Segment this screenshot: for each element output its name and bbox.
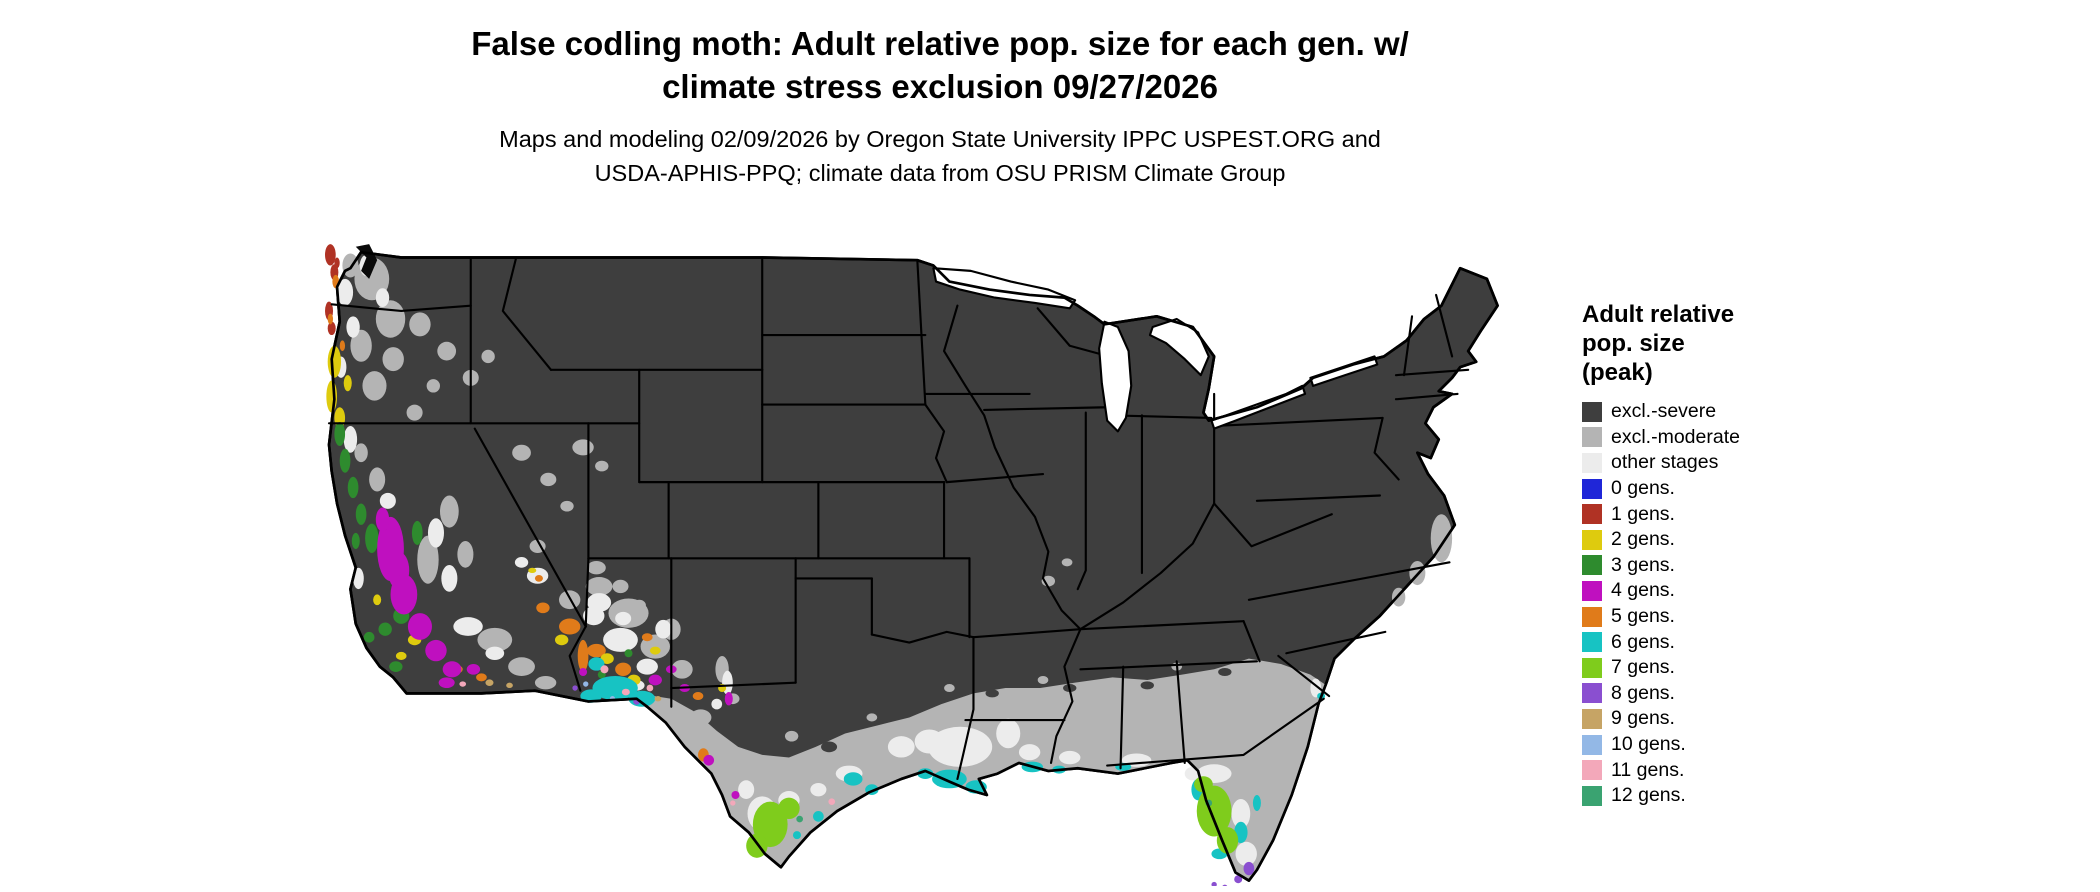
legend-item: excl.-moderate [1582, 425, 1852, 451]
us-generations-map [325, 244, 1499, 886]
legend-title-line1: Adult relative [1582, 301, 1735, 328]
map-land-severe [327, 250, 1499, 882]
legend-item-label: 0 gens. [1611, 477, 1675, 500]
legend-item-label: 5 gens. [1611, 605, 1675, 628]
legend-item-label: 7 gens. [1611, 656, 1675, 679]
legend-item: 2 gens. [1582, 527, 1852, 553]
legend-item-label: 9 gens. [1611, 707, 1675, 730]
legend-title-line2: pop. size [1582, 330, 1685, 357]
legend-swatch [1582, 452, 1602, 473]
legend-item-label: excl.-severe [1611, 400, 1717, 423]
legend-swatch [1582, 632, 1602, 653]
legend-title-line3: (peak) [1582, 359, 1653, 386]
lake-superior [932, 267, 1077, 310]
legend-item: 0 gens. [1582, 476, 1852, 502]
legend-swatch [1582, 401, 1602, 422]
legend-item-label: 8 gens. [1611, 681, 1675, 704]
legend-item-label: excl.-moderate [1611, 425, 1740, 448]
legend-item: 6 gens. [1582, 629, 1852, 655]
legend-item: 5 gens. [1582, 604, 1852, 630]
map-gen9-patches [485, 679, 662, 702]
page-subtitle-line2: USDA-APHIS-PPQ; climate data from OSU PR… [594, 160, 1286, 186]
page-title-line2: climate stress exclusion 09/27/2026 [662, 68, 1218, 105]
page-title-line1: False codling moth: Adult relative pop. … [471, 25, 1409, 62]
legend-item-label: 6 gens. [1611, 630, 1675, 653]
legend-swatch [1582, 708, 1602, 729]
legend-item-label: 4 gens. [1611, 579, 1675, 602]
legend-item-label: 12 gens. [1611, 784, 1686, 807]
legend-swatch [1582, 504, 1602, 525]
legend-item: other stages [1582, 450, 1852, 476]
map-gen3-patches [334, 421, 633, 679]
legend-swatch [1582, 606, 1602, 627]
legend-swatch [1582, 657, 1602, 678]
map-container [321, 228, 1527, 886]
legend-item: 11 gens. [1582, 757, 1852, 783]
legend-swatch [1582, 760, 1602, 781]
legend-item-label: 1 gens. [1611, 502, 1675, 525]
legend-item: 1 gens. [1582, 501, 1852, 527]
map-gen2-patches [326, 345, 727, 693]
legend-swatch [1582, 683, 1602, 704]
lake-michigan [1098, 320, 1133, 433]
page-subtitle-line1: Maps and modeling 02/09/2026 by Oregon S… [499, 126, 1381, 152]
map-gen11-patches [459, 665, 836, 806]
legend-item: 7 gens. [1582, 655, 1852, 681]
legend-item: 3 gens. [1582, 553, 1852, 579]
legend-swatch [1582, 478, 1602, 499]
page-title: False codling moth: Adult relative pop. … [0, 22, 1880, 108]
legend-item-label: 2 gens. [1611, 528, 1675, 551]
map-gen12-patches [796, 799, 1213, 823]
legend-item: 9 gens. [1582, 706, 1852, 732]
legend-item-label: 10 gens. [1611, 733, 1686, 756]
legend-items: excl.-severe excl.-moderate other stages… [1582, 399, 1852, 809]
state-borders [327, 256, 1470, 781]
legend-swatch [1582, 529, 1602, 550]
legend-item: 10 gens. [1582, 732, 1852, 758]
legend-swatch [1582, 580, 1602, 601]
map-gen8-patches [572, 685, 1255, 886]
map-severe-speckles [821, 667, 1232, 753]
legend-swatch [1582, 555, 1602, 576]
legend-item: excl.-severe [1582, 399, 1852, 425]
legend-item: 8 gens. [1582, 681, 1852, 707]
legend-swatch [1582, 427, 1602, 448]
legend-swatch [1582, 785, 1602, 806]
legend-item-label: 11 gens. [1611, 758, 1685, 781]
legend-swatch [1582, 734, 1602, 755]
legend-title: Adult relative pop. size (peak) [1582, 300, 1852, 387]
legend-item-label: 3 gens. [1611, 553, 1675, 576]
legend-item-label: other stages [1611, 451, 1719, 474]
us-outline [327, 250, 1499, 882]
legend-item: 12 gens. [1582, 783, 1852, 809]
legend-item: 4 gens. [1582, 578, 1852, 604]
page-subtitle: Maps and modeling 02/09/2026 by Oregon S… [0, 122, 1880, 190]
legend: Adult relative pop. size (peak) excl.-se… [1582, 300, 1852, 809]
